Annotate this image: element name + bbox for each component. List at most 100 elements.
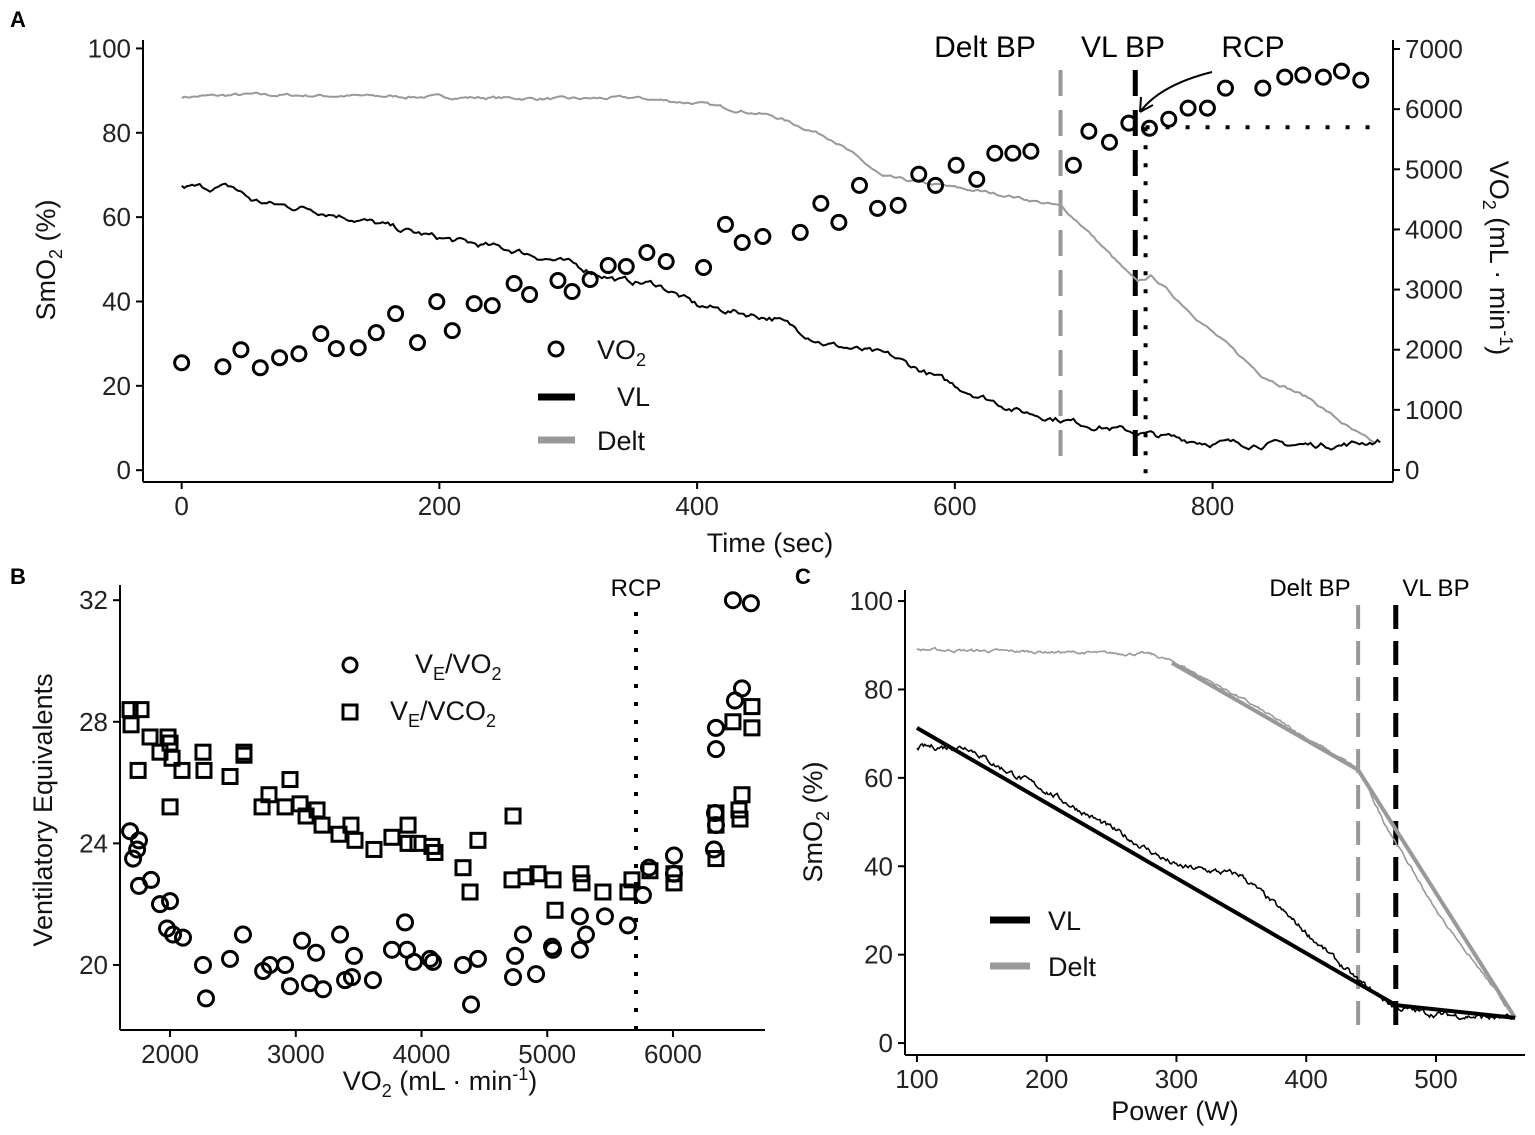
panel-c-x-tick-label: 100 [895, 1064, 938, 1094]
vo2-point [889, 196, 907, 214]
annotation-rcp-b: RCP [611, 575, 662, 602]
ve-vo2-point [639, 858, 658, 877]
vo2-point [791, 223, 809, 241]
panel-c-y-tick-label: 60 [864, 763, 893, 793]
panel-c-y-tick-label: 20 [864, 940, 893, 970]
legend-ve-vo2-marker [341, 656, 359, 674]
vo2-point [638, 243, 656, 261]
ve-vco2-point [194, 743, 212, 761]
ve-vco2-point [544, 871, 562, 889]
ve-vo2-point [706, 816, 725, 835]
panel-a-y2-tick-label: 6000 [1405, 94, 1463, 124]
ve-vo2-point [142, 870, 161, 889]
panel-a-y-tick-label: 100 [88, 33, 131, 63]
panel-b-y-tick-label: 32 [79, 585, 108, 615]
panel-label-b: B [10, 564, 26, 589]
vo2-point [1276, 68, 1294, 86]
vo2-point [1314, 68, 1332, 86]
ve-vco2-point [221, 767, 239, 785]
panel-label-a: A [10, 7, 26, 32]
vo2-point [290, 345, 308, 363]
ve-vo2-point [664, 846, 683, 865]
ve-vco2-point [161, 798, 179, 816]
ve-vo2-point [741, 594, 760, 613]
ve-vo2-point [544, 940, 563, 959]
panel-c-y-tick-label: 80 [864, 674, 893, 704]
ve-vo2-point [221, 949, 240, 968]
panel-b-xlabel: VO2 (mL · min-1) [343, 1064, 538, 1101]
annotation-rcp: RCP [1221, 31, 1284, 64]
delt-raw-line [916, 646, 1516, 1018]
panel-a-y-tick-label: 60 [102, 202, 131, 232]
ve-vo2-point [293, 931, 312, 950]
panel-c-x-tick-label: 300 [1155, 1064, 1198, 1094]
panel-a-xlabel: Time (sec) [707, 528, 834, 558]
panel-a-y2-tick-label: 3000 [1405, 275, 1463, 305]
vo2-point [214, 358, 232, 376]
ve-vo2-point [344, 946, 363, 965]
vo2-point [986, 144, 1004, 162]
ve-vco2-point [346, 831, 364, 849]
ve-vo2-point [570, 940, 589, 959]
panel-c-y-tick-label: 100 [850, 586, 893, 616]
panel-b-x-tick-label: 5000 [518, 1039, 576, 1069]
ve-vo2-point [396, 913, 415, 932]
vo2-point [312, 325, 330, 343]
panel-c-y-tick-label: 0 [879, 1028, 893, 1058]
ve-vco2-point [517, 868, 535, 886]
ve-vco2-point [454, 859, 472, 877]
vl-raw-line [916, 742, 1514, 1021]
vo2-point [367, 324, 385, 342]
panel-a-x-tick-label: 800 [1191, 491, 1234, 521]
annotation-delt-bp: Delt BP [934, 31, 1036, 64]
panel-b-x-tick-label: 4000 [393, 1039, 451, 1069]
ve-vco2-point [572, 865, 590, 883]
vo2-point [812, 194, 830, 212]
ve-vco2-point [173, 761, 191, 779]
vo2-point [349, 339, 367, 357]
legend-vo2-label: VO2 [597, 335, 646, 370]
panel-a-y-tick-label: 40 [102, 286, 131, 316]
ve-vo2-point [193, 955, 212, 974]
annotation-vl-bp-c: VL BP [1402, 575, 1469, 602]
panel-b-x-tick-label: 2000 [141, 1039, 199, 1069]
legend-delt-label: Delt [597, 426, 646, 456]
ve-vo2-point [128, 840, 147, 859]
ve-vco2-point [573, 874, 591, 892]
ve-vo2-point [664, 864, 683, 883]
ve-vo2-point [732, 679, 751, 698]
panel-b: 2000 3000 4000 5000 6000 20 24 28 32 [79, 585, 765, 1069]
panel-b-y-tick-label: 28 [79, 707, 108, 737]
vo2-point [505, 275, 523, 293]
legend-ve-vco2-marker [341, 703, 359, 721]
ve-vco2-point [594, 883, 612, 901]
vo2-point [1080, 122, 1098, 140]
ve-vco2-point [399, 834, 417, 852]
panel-a-y2-tick-label: 7000 [1405, 34, 1463, 64]
vo2-point [549, 272, 567, 290]
panel-c: 100 200 300 400 500 0 20 40 60 80 100 [850, 586, 1525, 1094]
vo2-point [599, 257, 617, 275]
ve-vco2-point [132, 701, 150, 719]
annotation-vl-bp: VL BP [1081, 31, 1165, 64]
ve-vo2-point [570, 907, 589, 926]
ve-vo2-point [595, 907, 614, 926]
vo2-point [387, 305, 405, 323]
panel-b-x-tick-label: 3000 [267, 1039, 325, 1069]
panel-a-x-tick-label: 400 [675, 491, 718, 521]
panel-a-y2-tick-label: 2000 [1405, 335, 1463, 365]
vo2-point [271, 349, 289, 367]
panel-c-ylabel: SmO2 (%) [798, 761, 833, 882]
vo2-point [1100, 133, 1118, 151]
ve-vco2-point [426, 843, 444, 861]
ve-vco2-point [235, 746, 253, 764]
ve-vco2-point [469, 831, 487, 849]
vo2-point [947, 156, 965, 174]
vo2-point [754, 227, 772, 245]
ve-vco2-point [503, 871, 521, 889]
ve-vo2-point [307, 943, 326, 962]
ve-vo2-point [124, 849, 143, 868]
panel-c-x-tick-label: 400 [1285, 1064, 1328, 1094]
ve-vco2-point [163, 749, 181, 767]
ve-vco2-point [665, 874, 683, 892]
